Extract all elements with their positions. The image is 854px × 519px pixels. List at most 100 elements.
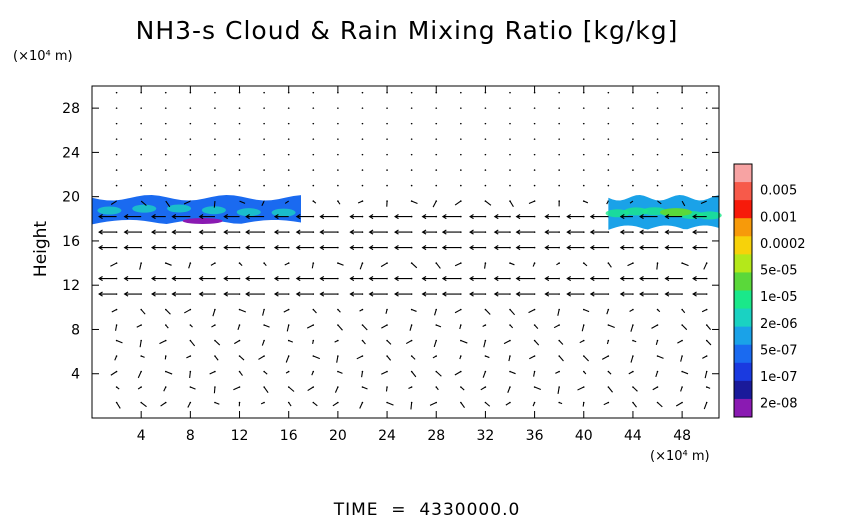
wind-vector [263,386,269,394]
wind-arrowhead [245,214,250,220]
grid-dot [312,107,315,109]
colorbar-swatch [734,308,752,328]
grid-dot [509,91,511,94]
wind-arrowhead [664,276,670,282]
wind-vector [460,340,468,344]
x-tick-label: 8 [186,428,195,444]
wind-vector [359,309,363,312]
wind-arrowhead [441,245,447,251]
wind-arrowhead [273,291,279,297]
grid-dot [140,138,142,140]
colorbar-swatch [734,182,752,201]
grid-dot [312,138,315,140]
wind-vector [137,371,142,379]
wind-arrowhead [198,276,204,282]
wind-arrowhead [273,214,279,220]
wind-arrowhead [421,276,427,282]
wind-vector [630,355,634,363]
y-tick-label: 28 [62,101,80,117]
wind-vector [429,402,437,406]
grid-dot [435,122,438,125]
grid-dot [238,169,241,171]
wind-arrowhead [223,291,229,297]
wind-vector [508,355,511,362]
wind-vector [337,309,341,313]
wind-vector [312,309,317,314]
grid-dot [558,153,560,156]
wind-vector [627,262,634,267]
wind-arrowhead [368,214,374,220]
x-tick-label: 36 [526,428,544,444]
colorbar-label: 5e-05 [760,264,798,279]
wind-vector [454,262,462,267]
y-tick-label: 4 [71,367,80,383]
wind-vector [286,324,290,332]
wind-vector [606,309,609,315]
wind-vector [583,262,588,267]
wind-arrowhead [295,214,301,220]
grid-dot [484,138,487,140]
wind-arrowhead [619,214,625,220]
grid-dot [681,169,683,171]
wind-vector [356,355,363,360]
wind-arrowhead [421,214,427,220]
grid-dot [263,91,265,94]
wind-vector [579,340,585,344]
wind-vector [385,386,388,392]
wind-vector [110,200,117,205]
grid-dot [312,169,315,171]
colorbar-swatch [734,362,752,382]
grid-dot [214,122,216,125]
wind-vector [657,355,664,359]
grid-dot [705,184,708,187]
grid-dot [361,107,364,109]
wind-vector [485,355,490,359]
wind-arrowhead [98,291,103,297]
grid-dot [460,107,462,109]
wind-arrowhead [544,245,550,251]
wind-vector [558,401,563,405]
wind-vector [583,371,587,375]
grid-dot [287,138,290,140]
cloud-layer-east-core [697,211,722,220]
x-tick-label: 20 [329,428,347,444]
grid-dot [189,138,192,140]
wind-arrowhead [123,291,129,297]
wind-vector [386,340,392,345]
grid-dot [361,169,364,171]
grid-dot [484,153,487,156]
wind-arrowhead [98,229,103,235]
grid-dot [189,122,192,125]
grid-dot [681,122,683,125]
grid-dot [312,122,315,125]
grid-dot [263,169,265,171]
colorbar-swatch [734,290,752,310]
wind-vector [583,200,589,204]
grid-dot [705,122,708,125]
wind-arrowhead [469,276,474,282]
wind-vector [114,355,118,361]
wind-vector [485,402,491,407]
wind-arrowhead [349,276,355,282]
wind-vector [480,386,486,391]
wind-vector [532,262,536,267]
wind-arrowhead [368,245,374,251]
grid-dot [582,184,585,187]
cloud-layer-east-core [624,207,649,216]
y-tick-label: 12 [62,278,80,294]
wind-vector [160,402,167,407]
wind-vector [556,262,560,266]
plot-frame [91,85,720,419]
wind-vector [261,200,265,207]
wind-vector [680,355,683,362]
wind-arrowhead [223,245,229,251]
grid-dot [287,153,290,156]
wind-vector [533,371,536,377]
wind-arrowhead [123,229,129,235]
grid-dot [582,122,585,125]
wind-vector [213,386,216,394]
wind-vector [460,386,465,391]
grid-dot [164,122,167,125]
wind-vector [213,201,216,208]
